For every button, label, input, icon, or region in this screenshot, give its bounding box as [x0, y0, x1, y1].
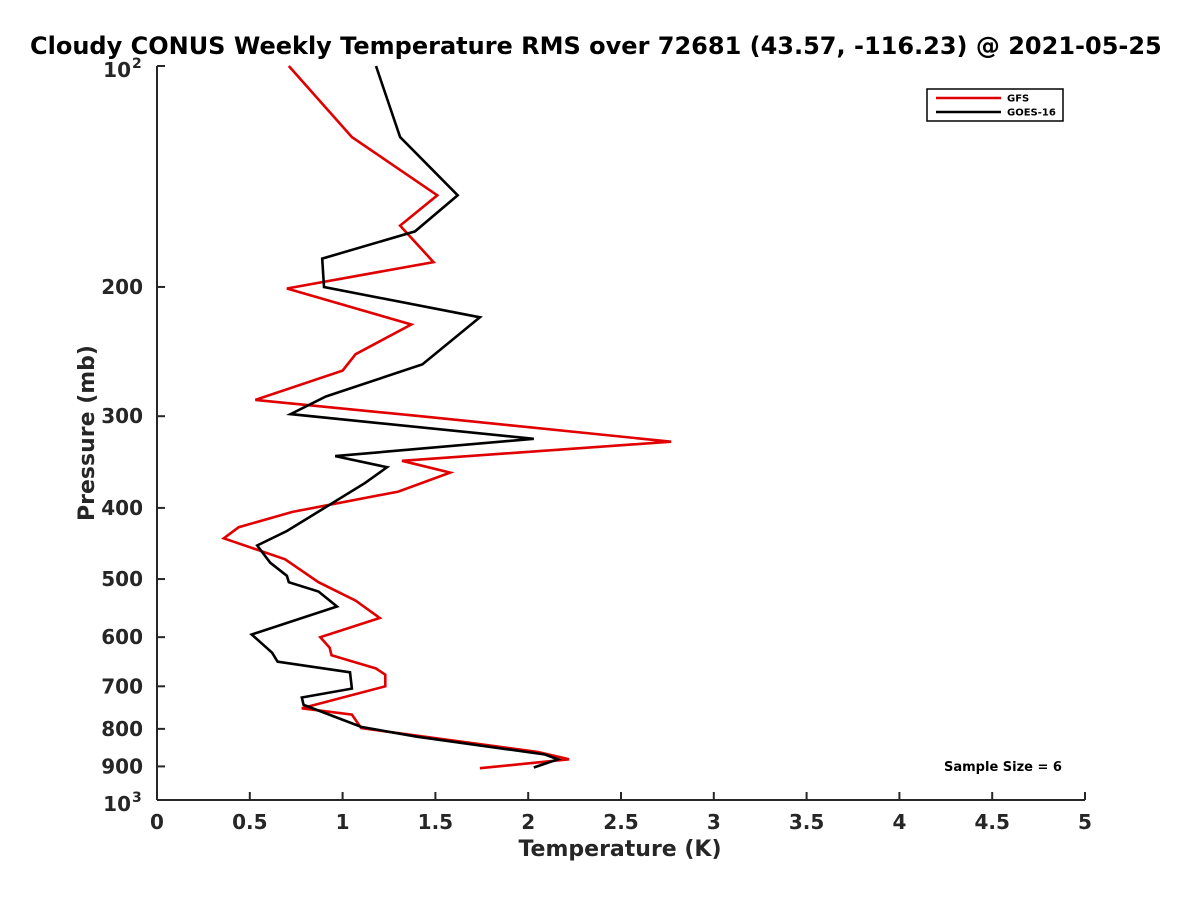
sample-size-annotation: Sample Size = 6	[944, 760, 1062, 775]
data-point-goes-16	[349, 671, 351, 673]
data-point-gfs	[410, 323, 412, 325]
series-line-goes-16	[249, 65, 562, 769]
y-tick-label: 10	[103, 58, 131, 82]
data-point-goes-16	[286, 530, 288, 532]
y-tick-label: 900	[101, 754, 143, 778]
data-point-goes-16	[351, 687, 353, 689]
data-point-gfs	[351, 136, 353, 138]
data-point-gfs	[351, 713, 353, 715]
data-point-goes-16	[557, 758, 559, 760]
data-point-goes-16	[544, 753, 546, 755]
data-point-goes-16	[323, 286, 325, 288]
legend-label-goes-16: GOES-16	[1007, 108, 1056, 119]
legend-label-gfs: GFS	[1007, 94, 1029, 105]
legend: GFS GOES-16	[926, 88, 1064, 122]
y-tick-label: 700	[101, 674, 143, 698]
x-tick-label: 4	[892, 810, 906, 834]
y-tick-label: 600	[101, 625, 143, 649]
data-point-goes-16	[399, 136, 401, 138]
data-point-gfs	[479, 767, 481, 769]
data-point-goes-16	[334, 455, 336, 457]
data-point-goes-16	[336, 605, 338, 607]
data-point-gfs	[375, 667, 377, 669]
data-point-gfs	[284, 558, 286, 560]
data-point-gfs	[436, 194, 438, 196]
y-tick-label: 500	[101, 567, 143, 591]
x-axis-label: Temperature (K)	[518, 837, 721, 862]
x-tick-label: 3.5	[789, 810, 824, 834]
data-point-gfs	[419, 415, 421, 417]
data-point-gfs	[317, 581, 319, 583]
x-tick-label: 5	[1078, 810, 1092, 834]
data-point-gfs	[379, 617, 381, 619]
data-point-gfs	[449, 471, 451, 473]
data-point-gfs	[286, 287, 288, 289]
y-tick-label: 10	[103, 792, 131, 816]
data-point-gfs	[288, 65, 290, 67]
data-point-goes-16	[325, 395, 327, 397]
data-point-goes-16	[289, 413, 291, 415]
y-tick-label: 300	[101, 404, 143, 428]
data-point-gfs	[670, 441, 672, 443]
data-point-gfs	[354, 599, 356, 601]
data-point-gfs	[330, 654, 332, 656]
x-tick-label: 4.5	[974, 810, 1009, 834]
x-tick-label: 1	[336, 810, 350, 834]
y-tick-label: 800	[101, 717, 143, 741]
data-point-gfs	[291, 511, 293, 513]
data-point-goes-16	[421, 363, 423, 365]
data-point-goes-16	[414, 230, 416, 232]
data-point-goes-16	[286, 575, 288, 577]
x-tick-label: 2	[521, 810, 535, 834]
y-tick-label-exponent: 2	[132, 56, 142, 72]
data-point-goes-16	[269, 561, 271, 563]
series-line-gfs	[221, 65, 672, 770]
data-point-goes-16	[276, 660, 278, 662]
data-point-gfs	[568, 758, 570, 760]
data-point-goes-16	[364, 482, 366, 484]
data-point-goes-16	[288, 581, 290, 583]
data-point-goes-16	[250, 633, 252, 635]
x-tick-label: 3	[707, 810, 721, 834]
data-point-gfs	[301, 707, 303, 709]
data-point-gfs	[237, 526, 239, 528]
data-point-goes-16	[456, 194, 458, 196]
data-point-gfs	[341, 369, 343, 371]
data-point-gfs	[384, 674, 386, 676]
data-point-goes-16	[533, 766, 535, 768]
data-point-gfs	[223, 537, 225, 539]
data-point-goes-16	[533, 438, 535, 440]
legend-box	[926, 88, 1064, 122]
chart-title: Cloudy CONUS Weekly Temperature RMS over…	[30, 32, 1162, 60]
data-point-gfs	[354, 353, 356, 355]
data-point-goes-16	[321, 257, 323, 259]
data-point-goes-16	[301, 696, 303, 698]
data-point-gfs	[399, 224, 401, 226]
data-point-gfs	[328, 646, 330, 648]
x-tick-label: 0.5	[232, 810, 267, 834]
data-point-gfs	[254, 399, 256, 401]
data-point-goes-16	[479, 316, 481, 318]
y-tick-label: 200	[101, 275, 143, 299]
data-point-gfs	[397, 490, 399, 492]
x-tick-label: 0	[150, 810, 164, 834]
y-axis-label: Pressure (mb)	[75, 345, 100, 521]
data-point-goes-16	[256, 544, 258, 546]
y-tick-label-exponent: 3	[132, 790, 142, 806]
data-point-gfs	[384, 685, 386, 687]
data-point-goes-16	[271, 652, 273, 654]
data-point-goes-16	[360, 726, 362, 728]
x-tick-label: 1.5	[418, 810, 453, 834]
data-point-gfs	[401, 460, 403, 462]
data-point-goes-16	[302, 704, 304, 706]
data-point-goes-16	[416, 736, 418, 738]
data-point-goes-16	[375, 65, 377, 67]
data-point-gfs	[432, 261, 434, 263]
y-tick-label: 400	[101, 496, 143, 520]
x-tick-label: 2.5	[603, 810, 638, 834]
data-point-gfs	[319, 636, 321, 638]
data-point-goes-16	[386, 466, 388, 468]
data-point-goes-16	[317, 590, 319, 592]
